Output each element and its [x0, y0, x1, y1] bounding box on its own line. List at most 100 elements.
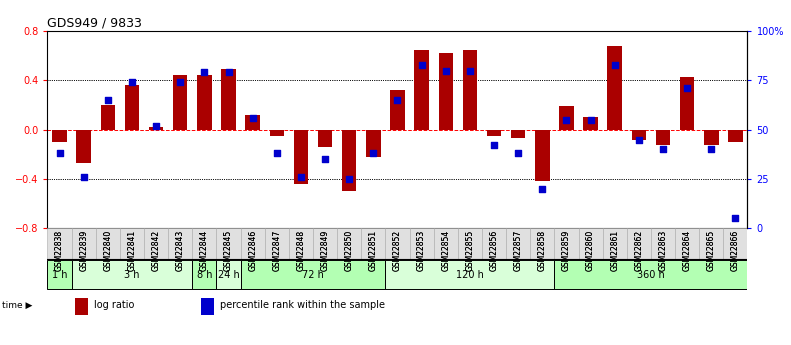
- Bar: [366, 130, 380, 157]
- FancyBboxPatch shape: [217, 260, 240, 289]
- Text: GSM22841: GSM22841: [127, 230, 136, 271]
- Text: GSM22857: GSM22857: [513, 230, 523, 271]
- Bar: [632, 130, 646, 140]
- Text: GSM22840: GSM22840: [104, 230, 112, 271]
- Point: [319, 157, 331, 162]
- Bar: [385, 228, 410, 259]
- Text: percentile rank within the sample: percentile rank within the sample: [220, 300, 384, 310]
- Text: 72 h: 72 h: [302, 269, 324, 279]
- Bar: [578, 228, 603, 259]
- Bar: [361, 228, 385, 259]
- Text: GSM22844: GSM22844: [200, 230, 209, 271]
- Point: [464, 68, 476, 73]
- Bar: [438, 53, 453, 130]
- Point: [222, 70, 235, 75]
- Bar: [656, 130, 670, 145]
- Bar: [270, 130, 284, 136]
- Point: [705, 147, 717, 152]
- Point: [294, 174, 307, 180]
- Bar: [506, 228, 530, 259]
- FancyBboxPatch shape: [554, 260, 747, 289]
- Point: [198, 70, 210, 75]
- Bar: [173, 76, 187, 130]
- Text: GSM22854: GSM22854: [441, 230, 450, 271]
- Text: GSM22865: GSM22865: [707, 230, 716, 271]
- Text: GSM22847: GSM22847: [272, 230, 282, 271]
- Text: GSM22838: GSM22838: [55, 230, 64, 271]
- Text: GSM22863: GSM22863: [659, 230, 668, 271]
- Bar: [100, 105, 115, 130]
- Text: GSM22860: GSM22860: [586, 230, 595, 271]
- Point: [536, 186, 549, 192]
- Text: GSM22845: GSM22845: [224, 230, 233, 271]
- Text: GSM22846: GSM22846: [248, 230, 257, 271]
- Point: [391, 97, 403, 103]
- Bar: [463, 50, 477, 130]
- Text: GSM22842: GSM22842: [152, 230, 161, 271]
- Point: [585, 117, 597, 122]
- Text: GSM22866: GSM22866: [731, 230, 740, 271]
- Bar: [125, 85, 139, 130]
- Text: 360 h: 360 h: [637, 269, 664, 279]
- Point: [608, 62, 621, 67]
- Bar: [626, 228, 651, 259]
- Point: [681, 86, 694, 91]
- Point: [78, 174, 90, 180]
- Bar: [486, 130, 501, 136]
- Bar: [245, 115, 260, 130]
- Text: 120 h: 120 h: [456, 269, 484, 279]
- Bar: [75, 298, 88, 315]
- Bar: [680, 77, 694, 130]
- Point: [101, 97, 114, 103]
- Bar: [723, 228, 747, 259]
- Bar: [458, 228, 482, 259]
- Text: GSM22848: GSM22848: [297, 230, 305, 271]
- Bar: [675, 228, 699, 259]
- Bar: [168, 228, 192, 259]
- Point: [271, 151, 283, 156]
- Bar: [729, 130, 743, 142]
- Bar: [337, 228, 361, 259]
- Bar: [699, 228, 723, 259]
- Text: GSM22851: GSM22851: [369, 230, 378, 271]
- Text: log ratio: log ratio: [93, 300, 134, 310]
- Bar: [293, 130, 308, 184]
- Point: [512, 151, 524, 156]
- Text: GSM22844: GSM22844: [200, 230, 209, 271]
- Bar: [144, 228, 168, 259]
- Text: GSM22855: GSM22855: [465, 230, 475, 271]
- Text: GSM22865: GSM22865: [707, 230, 716, 271]
- Text: GSM22840: GSM22840: [104, 230, 112, 271]
- Bar: [72, 228, 96, 259]
- Text: GSM22847: GSM22847: [272, 230, 282, 271]
- Bar: [120, 228, 144, 259]
- Text: 8 h: 8 h: [197, 269, 212, 279]
- FancyBboxPatch shape: [72, 260, 192, 289]
- Bar: [197, 76, 212, 130]
- Text: GSM22842: GSM22842: [152, 230, 161, 271]
- Bar: [414, 50, 429, 130]
- Bar: [52, 130, 66, 142]
- Text: 24 h: 24 h: [218, 269, 240, 279]
- Text: GSM22845: GSM22845: [224, 230, 233, 271]
- Bar: [47, 228, 72, 259]
- Text: GSM22841: GSM22841: [127, 230, 136, 271]
- Text: GSM22853: GSM22853: [417, 230, 426, 271]
- Text: GSM22852: GSM22852: [393, 230, 402, 271]
- Text: GSM22862: GSM22862: [634, 230, 643, 271]
- Point: [367, 151, 380, 156]
- Text: GSM22843: GSM22843: [176, 230, 185, 271]
- Text: GSM22861: GSM22861: [610, 230, 619, 271]
- Bar: [583, 117, 598, 130]
- Bar: [390, 90, 405, 130]
- Bar: [202, 298, 214, 315]
- Text: GSM22852: GSM22852: [393, 230, 402, 271]
- Text: GSM22849: GSM22849: [320, 230, 330, 271]
- Bar: [530, 228, 554, 259]
- FancyBboxPatch shape: [192, 260, 217, 289]
- Text: GSM22856: GSM22856: [490, 230, 498, 271]
- Text: GSM22846: GSM22846: [248, 230, 257, 271]
- Text: GSM22850: GSM22850: [345, 230, 354, 271]
- Point: [149, 123, 162, 129]
- Text: GSM22861: GSM22861: [610, 230, 619, 271]
